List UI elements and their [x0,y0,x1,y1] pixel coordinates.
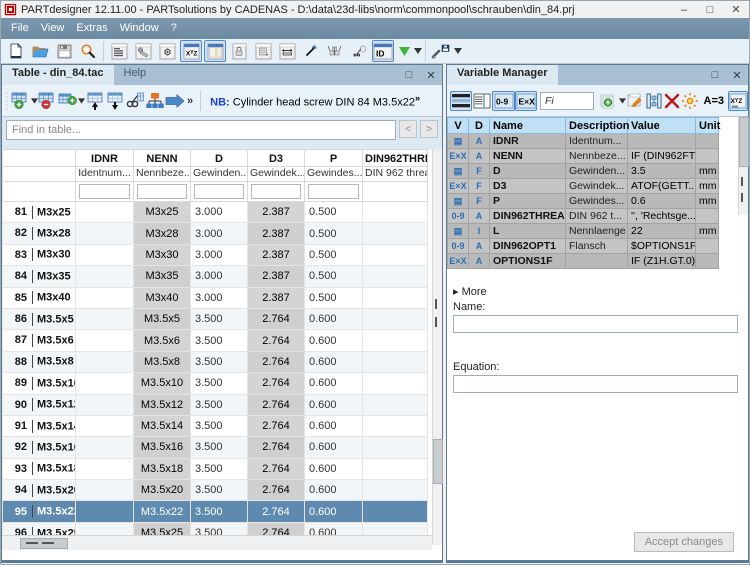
svg-text:E×X: E×X [518,96,535,106]
svg-text:0-9: 0-9 [496,96,509,106]
svg-text:ID: ID [376,48,385,58]
